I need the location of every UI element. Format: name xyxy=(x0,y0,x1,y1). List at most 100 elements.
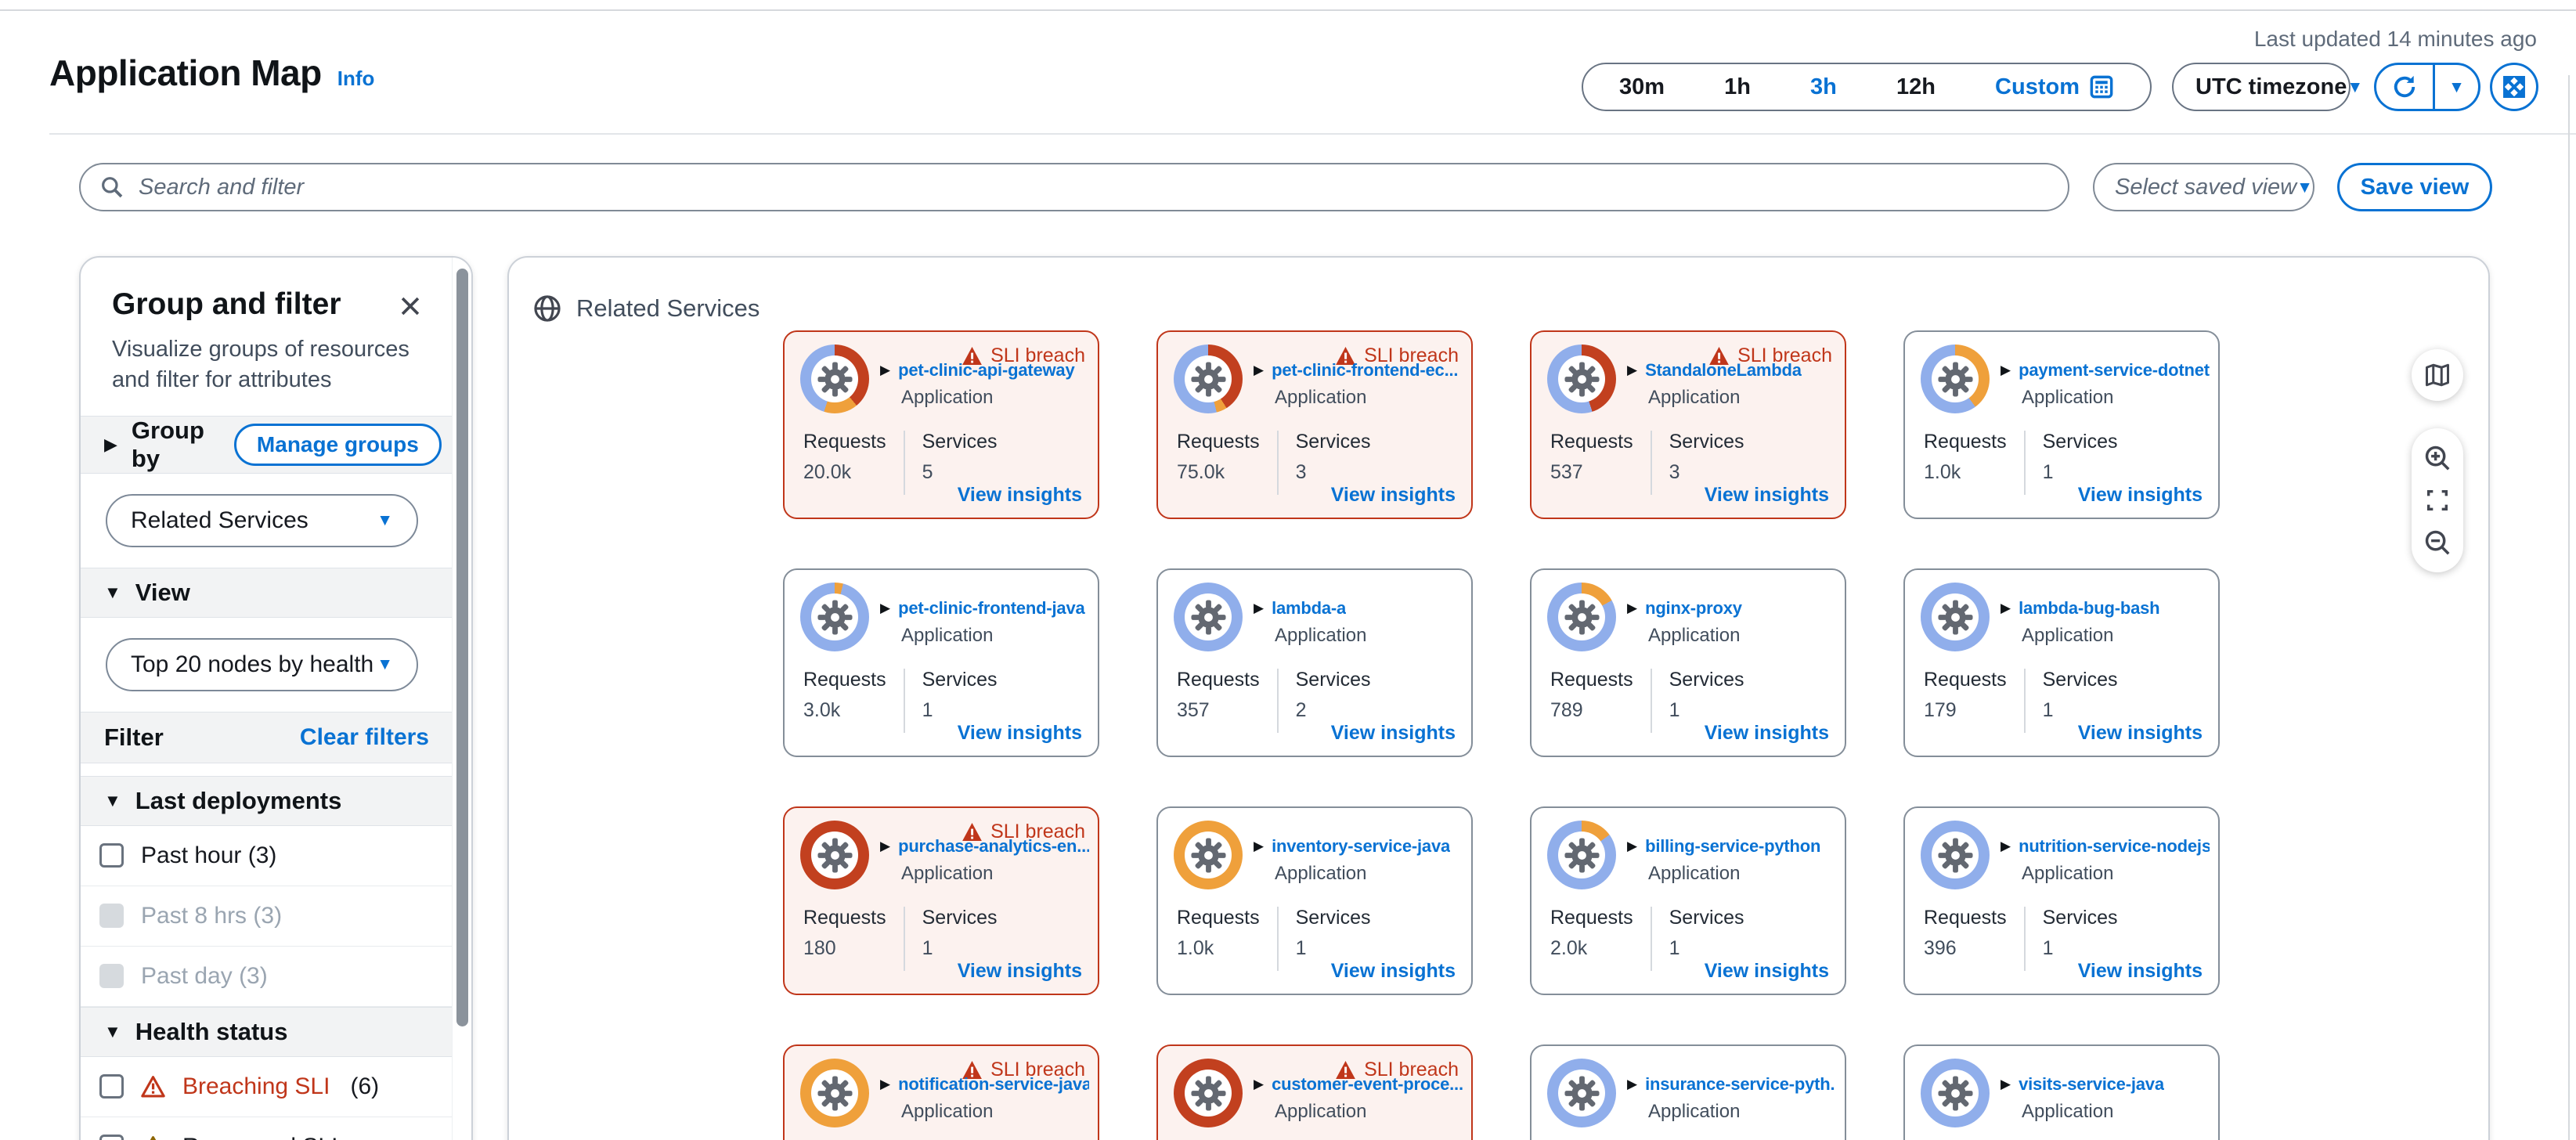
expand-triangle-icon[interactable]: ▶ xyxy=(2001,601,2011,615)
filter-option-past-hour-3-[interactable]: Past hour (3) xyxy=(81,826,453,886)
expand-triangle-icon[interactable]: ▶ xyxy=(1627,839,1638,853)
checkbox[interactable] xyxy=(99,843,124,868)
expand-triangle-icon[interactable]: ▶ xyxy=(1627,363,1638,377)
service-card-nutrition-service-nodejs[interactable]: ▶ nutrition-service-nodejs Application Requ… xyxy=(1903,806,2220,995)
expand-triangle-icon[interactable]: ▶ xyxy=(2001,1077,2011,1091)
fullscreen-button[interactable] xyxy=(2490,63,2538,111)
service-name-link[interactable]: customer-event-proce... xyxy=(1272,1074,1463,1094)
expand-triangle-icon[interactable]: ▶ xyxy=(880,839,891,853)
timezone-dropdown[interactable]: UTC timezone ▼ xyxy=(2172,63,2363,111)
view-dropdown[interactable]: Top 20 nodes by health ▼ xyxy=(106,637,418,691)
service-name-link[interactable]: billing-service-python xyxy=(1645,836,1821,856)
expand-triangle-icon[interactable]: ▶ xyxy=(1254,1077,1265,1091)
service-card-billing-service-python[interactable]: ▶ billing-service-python Application Reques… xyxy=(1530,806,1846,995)
view-insights-link[interactable]: View insights xyxy=(1704,960,1829,982)
save-view-button[interactable]: Save view xyxy=(2337,163,2492,211)
saved-view-dropdown[interactable]: Select saved view ▼ xyxy=(2093,163,2314,211)
service-card-insurance-service-pyth-[interactable]: ▶insurance-service-pyth...ApplicationReq… xyxy=(1530,1044,1846,1140)
service-card-lambda-a[interactable]: ▶ lambda-a Application Requests 357 Services 2… xyxy=(1156,568,1473,757)
time-range-segmented-control[interactable]: 30m 1h 3h 12h Custom xyxy=(1582,63,2152,111)
service-name-link[interactable]: StandaloneLambda xyxy=(1645,360,1802,380)
zoom-in-button[interactable] xyxy=(2420,441,2455,475)
service-name-link[interactable]: lambda-bug-bash xyxy=(2019,598,2160,618)
expand-triangle-icon[interactable]: ▶ xyxy=(880,601,891,615)
view-label: View xyxy=(135,578,190,606)
service-name-link[interactable]: nginx-proxy xyxy=(1645,598,1742,618)
view-insights-link[interactable]: View insights xyxy=(2077,960,2203,982)
service-card-inventory-service-java[interactable]: ▶ inventory-service-java Application Reques… xyxy=(1156,806,1473,995)
close-icon[interactable] xyxy=(395,290,426,322)
service-name-link[interactable]: insurance-service-pyth... xyxy=(1645,1074,1837,1094)
view-insights-link[interactable]: View insights xyxy=(1330,722,1456,744)
card-metrics: Requests 20.0k Services 5 xyxy=(803,431,998,495)
sidebar-scrollbar[interactable] xyxy=(452,258,471,1140)
service-name-link[interactable]: pet-clinic-api-gateway xyxy=(898,360,1075,380)
filter-option-recovered-sli[interactable]: Recovered SLI xyxy=(81,1117,453,1140)
view-section-header[interactable]: ▼ View xyxy=(81,567,453,618)
filter-option-breaching-sli[interactable]: Breaching SLI (6) xyxy=(81,1057,453,1117)
expand-triangle-icon[interactable]: ▶ xyxy=(1254,363,1265,377)
service-name-link[interactable]: purchase-analytics-en... xyxy=(898,836,1090,856)
expand-triangle-icon[interactable]: ▶ xyxy=(880,363,891,377)
service-card-pet-clinic-frontend-java[interactable]: ▶ pet-clinic-frontend-java Application Requ… xyxy=(783,568,1099,757)
refresh-options-button[interactable]: ▼ xyxy=(2435,65,2478,109)
expand-triangle-icon[interactable]: ▶ xyxy=(1254,839,1265,853)
fit-to-screen-button[interactable] xyxy=(2420,483,2455,518)
expand-triangle-icon[interactable]: ▶ xyxy=(880,1077,891,1091)
expand-triangle-icon[interactable]: ▶ xyxy=(1627,601,1638,615)
checkbox[interactable] xyxy=(99,1135,124,1140)
service-name-link[interactable]: nutrition-service-nodejs xyxy=(2019,836,2210,856)
view-insights-link[interactable]: View insights xyxy=(1330,484,1456,506)
time-range-3h[interactable]: 3h xyxy=(1810,74,1837,100)
service-name-link[interactable]: pet-clinic-frontend-ec... xyxy=(1272,360,1459,380)
view-insights-link[interactable]: View insights xyxy=(1704,722,1829,744)
service-card-standalonelambda[interactable]: SLI breach ▶ StandaloneLambda Application Re… xyxy=(1530,330,1846,519)
time-range-12h[interactable]: 12h xyxy=(1896,74,1936,100)
section-header-health-status[interactable]: ▼ Health status xyxy=(81,1006,453,1057)
view-insights-link[interactable]: View insights xyxy=(957,722,1082,744)
expand-triangle-icon[interactable]: ▶ xyxy=(2001,363,2011,377)
service-card-visits-service-java[interactable]: ▶visits-service-javaApplicationRequestsS… xyxy=(1903,1044,2220,1140)
service-card-notification-service-java[interactable]: SLI breach ▶ notification-service-java Appl… xyxy=(783,1044,1099,1140)
clear-filters-link[interactable]: Clear filters xyxy=(299,723,429,750)
search-input[interactable] xyxy=(137,173,2049,201)
service-name-link[interactable]: notification-service-java xyxy=(898,1074,1090,1094)
view-insights-link[interactable]: View insights xyxy=(957,484,1082,506)
service-card-nginx-proxy[interactable]: ▶ nginx-proxy Application Requests 789 Servic… xyxy=(1530,568,1846,757)
service-card-customer-event-proce-[interactable]: SLI breach ▶ customer-event-proce... Applic… xyxy=(1156,1044,1473,1140)
service-name-link[interactable]: lambda-a xyxy=(1272,598,1347,618)
info-link[interactable]: Info xyxy=(337,67,375,90)
service-name-link[interactable]: visits-service-java xyxy=(2019,1074,2164,1094)
service-name-link[interactable]: payment-service-dotnet xyxy=(2019,360,2210,380)
service-card-pet-clinic-frontend-ec-[interactable]: SLI breach ▶ pet-clinic-frontend-ec... Appl… xyxy=(1156,330,1473,519)
service-name-link[interactable]: inventory-service-java xyxy=(1272,836,1451,856)
filter-section-header: Filter Clear filters xyxy=(81,711,453,763)
minimap-button[interactable] xyxy=(2412,349,2463,401)
view-insights-link[interactable]: View insights xyxy=(2077,484,2203,506)
expand-triangle-icon[interactable]: ▶ xyxy=(2001,839,2011,853)
service-card-payment-service-dotnet[interactable]: ▶ payment-service-dotnet Application Reques… xyxy=(1903,330,2220,519)
view-insights-link[interactable]: View insights xyxy=(2077,722,2203,744)
service-name-link[interactable]: pet-clinic-frontend-java xyxy=(898,598,1085,618)
group-by-section-header[interactable]: ▶ Group by Manage groups xyxy=(81,415,453,474)
view-insights-link[interactable]: View insights xyxy=(1330,960,1456,982)
checkbox[interactable] xyxy=(99,1074,124,1099)
view-insights-link[interactable]: View insights xyxy=(957,960,1082,982)
service-card-lambda-bug-bash[interactable]: ▶ lambda-bug-bash Application Requests 179 Se… xyxy=(1903,568,2220,757)
expand-triangle-icon[interactable]: ▶ xyxy=(1254,601,1265,615)
service-type-label: Application xyxy=(2022,387,2114,408)
page-scrollbar[interactable] xyxy=(2568,75,2570,1140)
time-range-1h[interactable]: 1h xyxy=(1724,74,1751,100)
manage-groups-button[interactable]: Manage groups xyxy=(233,423,442,466)
group-dropdown[interactable]: Related Services ▼ xyxy=(106,493,418,547)
zoom-out-button[interactable] xyxy=(2420,525,2455,560)
service-card-pet-clinic-api-gateway[interactable]: SLI breach ▶ pet-clinic-api-gateway Applica… xyxy=(783,330,1099,519)
refresh-button[interactable] xyxy=(2376,65,2435,109)
service-card-purchase-analytics-en-[interactable]: SLI breach ▶ purchase-analytics-en... Appli… xyxy=(783,806,1099,995)
time-range-30m[interactable]: 30m xyxy=(1619,74,1665,100)
view-insights-link[interactable]: View insights xyxy=(1704,484,1829,506)
scrollbar-thumb[interactable] xyxy=(456,269,468,1026)
time-range-custom[interactable]: Custom xyxy=(1995,74,2114,100)
section-header-last-deployments[interactable]: ▼ Last deployments xyxy=(81,775,453,826)
expand-triangle-icon[interactable]: ▶ xyxy=(1627,1077,1638,1091)
